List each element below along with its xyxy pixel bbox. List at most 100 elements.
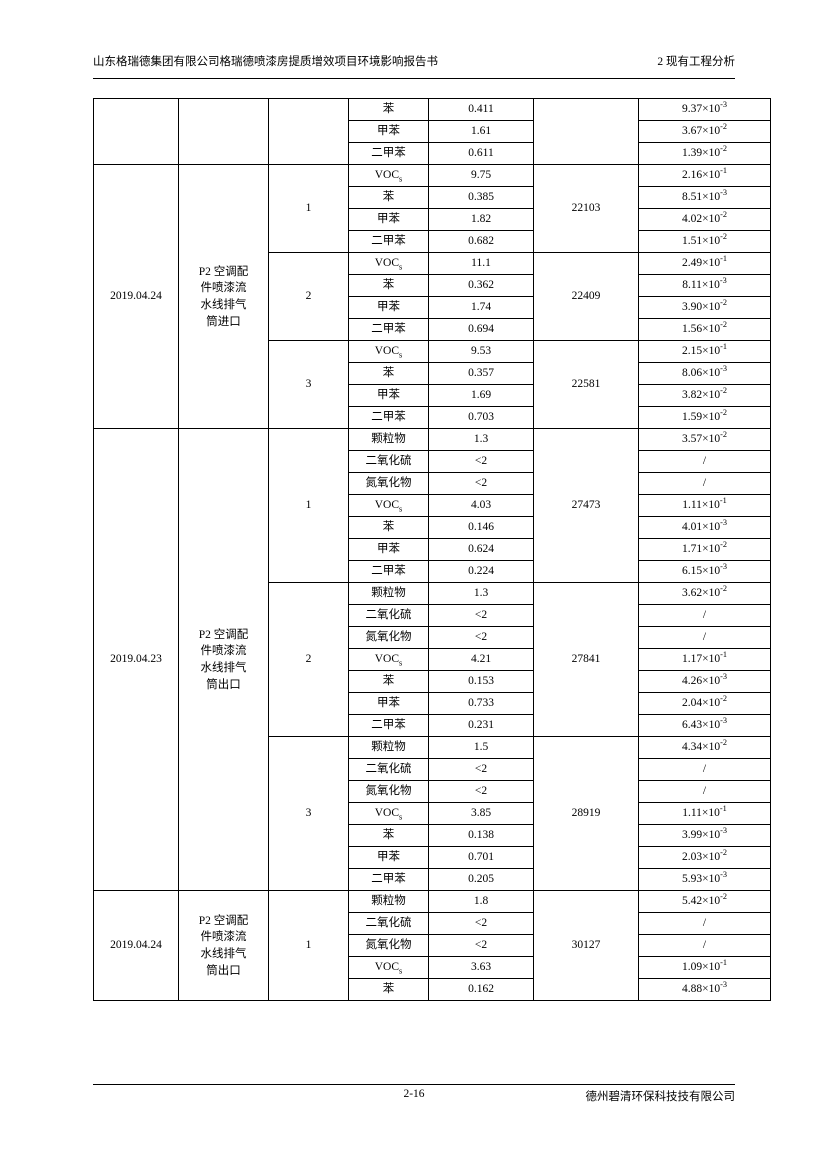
table-row: 二氧化硫 <2 / [94,604,771,627]
cell-standard-flow: 27841 [533,582,639,737]
cell-measured-value: 0.162 [428,978,534,1001]
cell-pollutant-name: VOCs [348,252,429,275]
cell-measured-value: 4.03 [428,494,534,517]
table-row: 2019.04.24 P2 空调配 件喷漆流 水线排气 筒进口 1 VOCs 9.75 2210… [93,164,771,429]
monitor-point-line: 件喷漆流 [200,282,247,295]
cell-measured-value: 1.82 [428,208,534,231]
cell-monitor-sequence: 3 [268,340,349,429]
cell-pollutant-name: 二甲苯 [348,560,429,583]
cell-emission-rate: / [638,604,771,627]
cell-measured-value: 9.75 [428,164,534,187]
emission-rate-exponent: -1 [720,254,727,264]
emission-rate-exponent: -2 [720,430,727,440]
table-row: 二甲苯 0.682 1.51×10-2 [94,230,771,253]
table-row: 二甲苯 0.224 6.15×10-3 [94,560,771,583]
cell-standard-flow: 22409 [533,252,639,341]
cell-pollutant-name: 甲苯 [348,120,429,143]
table-row: 苯 0.138 3.99×10-3 [94,824,771,847]
cell-pollutant-name: 甲苯 [348,384,429,407]
cell-pollutant-name: 甲苯 [348,846,429,869]
cell-emission-rate: 3.99×10-3 [638,824,771,847]
cell-pollutant-name: 二甲苯 [348,406,429,429]
emission-rate-exponent: -2 [720,584,727,594]
cell-monitor-sequence [268,98,349,165]
cell-measured-value: 4.21 [428,648,534,671]
cell-measured-value: 11.1 [428,252,534,275]
emission-rate-exponent: -1 [719,496,727,506]
emission-rate-exponent: -3 [720,100,727,110]
cell-pollutant-name: 二氧化硫 [348,758,429,781]
cell-monitor-sequence: 1 [268,890,349,1001]
cell-measured-value: 0.411 [428,98,534,121]
cell-standard-flow: 22581 [533,340,639,429]
cell-pollutant-name: 氮氧化物 [348,934,429,957]
cell-measured-value: 0.733 [428,692,534,715]
cell-measured-value: 1.3 [428,428,534,451]
monitor-point-line: 筒出口 [206,964,241,977]
cell-monitor-date: 2019.04.24 [93,890,179,1001]
table-row: 氮氧化物 <2 / [94,780,771,803]
emission-rate-exponent: -3 [720,716,727,726]
cell-measured-value: 0.224 [428,560,534,583]
emission-rate-exponent: -2 [720,848,727,858]
vocs-subscript: s [399,812,403,822]
cell-emission-rate: 1.11×10-1 [638,802,771,825]
cell-measured-value: 3.63 [428,956,534,979]
emission-rate-exponent: -1 [719,804,727,814]
cell-measured-value: <2 [428,758,534,781]
cell-emission-rate: 4.26×10-3 [638,670,771,693]
cell-emission-rate: 4.01×10-3 [638,516,771,539]
emission-rate-exponent: -2 [720,144,727,154]
cell-emission-rate: / [638,912,771,935]
cell-emission-rate: 6.15×10-3 [638,560,771,583]
cell-emission-rate: 1.59×10-2 [638,406,771,429]
table-row: 甲苯 1.82 4.02×10-2 [94,208,771,231]
cell-emission-rate: / [638,934,771,957]
table-body: 苯 0.411 9.37×10-3 甲苯 1.61 3.67×10-2 二甲苯 0.611 1.… [93,98,771,1001]
cell-monitor-date: 2019.04.23 [93,428,179,891]
cell-pollutant-name: 氮氧化物 [348,780,429,803]
cell-measured-value: 0.611 [428,142,534,165]
cell-emission-rate: 3.62×10-2 [638,582,771,605]
vocs-subscript: s [399,350,403,360]
monitoring-data-table: 苯 0.411 9.37×10-3 甲苯 1.61 3.67×10-2 二甲苯 0.611 1.… [93,98,771,1001]
cell-pollutant-name: VOCs [348,494,429,517]
cell-measured-value: 1.8 [428,890,534,913]
cell-monitor-point: P2 空调配 件喷漆流 水线排气 筒出口 [178,428,269,891]
emission-rate-exponent: -2 [720,408,727,418]
cell-emission-rate: 8.11×10-3 [638,274,771,297]
cell-monitor-sequence: 1 [268,428,349,583]
emission-rate-exponent: -3 [720,562,727,572]
monitoring-data-table-container: 苯 0.411 9.37×10-3 甲苯 1.61 3.67×10-2 二甲苯 0.611 1.… [93,98,771,1001]
cell-emission-rate: 4.88×10-3 [638,978,771,1001]
table-row: 苯 0.357 8.06×10-3 [94,362,771,385]
cell-emission-rate: / [638,780,771,803]
cell-pollutant-name: 苯 [348,362,429,385]
cell-emission-rate: / [638,450,771,473]
cell-pollutant-name: 苯 [348,274,429,297]
cell-pollutant-name: 氮氧化物 [348,626,429,649]
cell-pollutant-name: 苯 [348,670,429,693]
cell-pollutant-name: 二甲苯 [348,230,429,253]
table-row: 甲苯 0.701 2.03×10-2 [94,846,771,869]
footer-divider [93,1084,735,1085]
cell-measured-value: 1.61 [428,120,534,143]
footer-organization: 德州碧清环保科技技有限公司 [585,1091,736,1103]
cell-emission-rate: / [638,472,771,495]
table-row: 二甲苯 0.694 1.56×10-2 [94,318,771,341]
monitor-point-line: 筒进口 [206,315,241,328]
cell-emission-rate: / [638,758,771,781]
cell-emission-rate: 2.15×10-1 [638,340,771,363]
emission-rate-exponent: -3 [720,980,727,990]
cell-pollutant-name: VOCs [348,340,429,363]
monitor-point-label: P2 空调配 件喷漆流 水线排气 筒进口 [181,263,266,331]
monitor-point-label: P2 空调配 件喷漆流 水线排气 筒出口 [181,912,266,980]
cell-pollutant-name: 颗粒物 [348,890,429,913]
cell-measured-value: 0.362 [428,274,534,297]
emission-rate-exponent: -2 [720,320,727,330]
cell-standard-flow: 30127 [533,890,639,1001]
emission-rate-exponent: -3 [720,518,727,528]
cell-emission-rate: 2.03×10-2 [638,846,771,869]
cell-pollutant-name: 苯 [348,186,429,209]
